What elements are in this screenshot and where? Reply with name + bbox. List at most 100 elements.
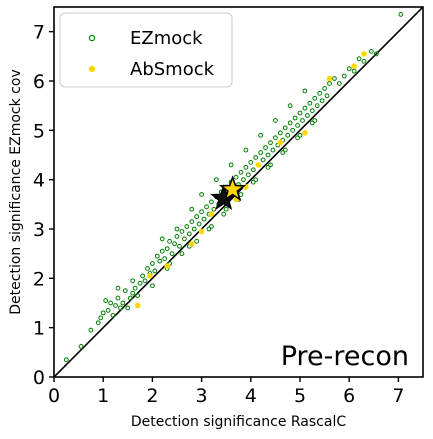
- ezmock-point: [309, 120, 315, 126]
- ezmock-point: [277, 130, 283, 136]
- ezmock-point: [253, 177, 259, 183]
- ezmock-point: [290, 127, 296, 133]
- ezmock-point: [373, 51, 379, 57]
- ezmock-point: [309, 108, 315, 113]
- ezmock-point: [152, 268, 158, 274]
- ezmock-point: [265, 152, 271, 158]
- ezmock-point: [223, 206, 229, 212]
- ezmock-point: [295, 123, 300, 128]
- ezmock-point: [398, 12, 404, 17]
- ezmock-point: [137, 280, 143, 286]
- ezmock-point: [263, 145, 268, 151]
- ezmock-point: [108, 300, 113, 306]
- ezmock-point: [135, 293, 141, 299]
- ezmock-point: [63, 357, 69, 363]
- ezmock-point: [356, 56, 362, 62]
- ezmock-point: [132, 285, 138, 291]
- ezmock-point: [368, 49, 374, 54]
- ezmock-point: [341, 73, 347, 79]
- ezmock-point: [88, 327, 94, 333]
- ezmock-point: [186, 231, 192, 237]
- absmock-point: [326, 75, 333, 82]
- ezmock-point: [113, 303, 118, 308]
- ezmock-point: [211, 206, 217, 212]
- ezmock-point: [302, 88, 308, 94]
- ezmock-point: [280, 150, 286, 155]
- y-tick-label: 7: [33, 22, 45, 44]
- ezmock-point: [150, 261, 155, 266]
- ezmock-point: [110, 312, 116, 318]
- ezmock-point: [95, 320, 101, 326]
- ezmock-point: [145, 266, 150, 271]
- legend-ezmock-marker: [88, 34, 96, 42]
- ezmock-point: [238, 169, 244, 175]
- ezmock-point: [258, 150, 264, 155]
- ezmock-point: [142, 278, 148, 284]
- ezmock-point: [206, 226, 212, 232]
- absmock-point: [302, 130, 308, 136]
- ezmock-point: [258, 132, 264, 138]
- y-axis-label: Detection significance EZmock cov: [8, 69, 24, 314]
- ezmock-point: [150, 283, 155, 289]
- ezmock-point: [120, 300, 126, 306]
- x-tick-label: 4: [245, 385, 257, 407]
- ezmock-point: [209, 199, 214, 205]
- ezmock-point: [336, 81, 342, 86]
- absmock-point: [208, 211, 215, 217]
- ezmock-point: [169, 251, 175, 257]
- ezmock-point: [118, 305, 123, 311]
- ezmock-point: [346, 66, 352, 72]
- ezmock-point: [268, 140, 273, 146]
- ezmock-point: [179, 229, 185, 234]
- ezmock-point: [181, 236, 187, 242]
- ezmock-point: [282, 125, 288, 131]
- y-tick-label: 3: [33, 219, 45, 241]
- ezmock-point: [162, 256, 168, 262]
- y-tick-label: 1: [33, 318, 45, 340]
- ezmock-point: [332, 76, 337, 81]
- ezmock-point: [268, 162, 273, 168]
- ezmock-point: [189, 206, 195, 212]
- ezmock-point: [130, 278, 136, 284]
- ezmock-point: [115, 285, 121, 291]
- ezmock-point: [241, 177, 246, 183]
- ezmock-point: [314, 103, 320, 109]
- x-axis-label: Detection significance RascalC: [131, 414, 346, 430]
- ezmock-point: [189, 219, 195, 225]
- ezmock-point: [105, 308, 111, 313]
- ezmock-point: [304, 113, 310, 118]
- ezmock-point: [297, 132, 303, 138]
- ezmock-point: [159, 236, 165, 242]
- legend-absmock-marker: [88, 65, 96, 73]
- ezmock-point: [300, 118, 305, 123]
- ezmock-point: [282, 147, 288, 153]
- ezmock-point: [322, 86, 328, 91]
- ezmock-point: [159, 248, 165, 254]
- ezmock-point: [243, 147, 249, 153]
- x-tick-label: 1: [97, 385, 109, 407]
- ezmock-point: [194, 214, 200, 220]
- ezmock-point: [172, 241, 177, 247]
- ezmock-point: [209, 224, 214, 229]
- x-tick-label: 7: [392, 385, 404, 407]
- ezmock-point: [250, 179, 256, 185]
- ezmock-point: [122, 288, 128, 294]
- tick-layer: 0 1 2 3 4 5 6 7 0 1 2 3 4 5 6 7: [33, 22, 405, 407]
- one-to-one-line: [54, 7, 423, 377]
- ezmock-point: [140, 273, 145, 279]
- absmock-point: [198, 228, 205, 235]
- ezmock-point: [184, 224, 190, 229]
- ezmock-point: [157, 258, 163, 264]
- ezmock-point: [213, 177, 219, 183]
- ezmock-point: [98, 315, 104, 321]
- x-tick-label: 2: [146, 385, 158, 407]
- ezmock-point: [243, 164, 249, 170]
- ezmock-point: [221, 211, 227, 217]
- ezmock-point: [287, 120, 293, 126]
- absmock-point: [147, 273, 153, 279]
- pre-recon-annotation: Pre-recon: [281, 341, 409, 372]
- ezmock-point: [351, 68, 357, 74]
- ezmock-point: [273, 135, 278, 141]
- legend: EZmock AbSmock: [59, 12, 233, 88]
